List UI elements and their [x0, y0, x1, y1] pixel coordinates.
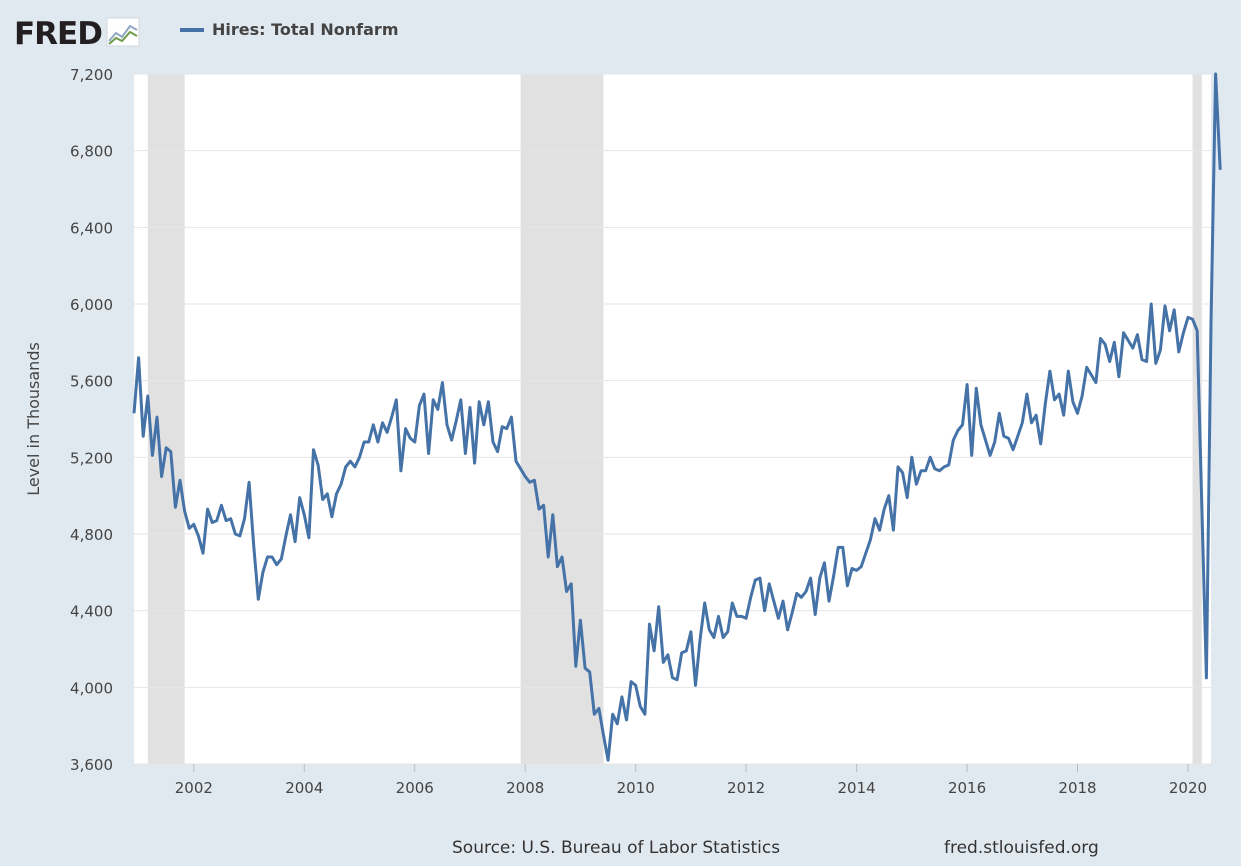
- y-tick-label: 5,200: [70, 449, 113, 467]
- y-tick-label: 6,800: [70, 143, 113, 161]
- x-tick-label: 2010: [617, 779, 655, 797]
- site-link[interactable]: fred.stlouisfed.org: [944, 838, 1099, 858]
- x-tick-label: 2014: [838, 779, 876, 797]
- x-tick-label: 2016: [948, 779, 986, 797]
- y-axis-label: Level in Thousands: [24, 342, 43, 496]
- x-tick-label: 2008: [506, 779, 544, 797]
- legend-series-label: Hires: Total Nonfarm: [212, 20, 399, 39]
- y-tick-label: 4,000: [70, 679, 113, 697]
- legend-swatch: [180, 27, 204, 32]
- recession-band-1: [147, 74, 185, 764]
- fred-chart-icon: [106, 17, 140, 51]
- y-tick-label: 4,400: [70, 603, 113, 621]
- recession-band-2: [520, 74, 604, 764]
- fred-logo-text: FRED: [14, 15, 103, 52]
- plot-area: [134, 74, 1211, 764]
- x-tick-label: 2012: [727, 779, 765, 797]
- x-tick-label: 2018: [1058, 779, 1096, 797]
- recession-band-3: [1192, 74, 1202, 764]
- y-tick-label: 4,800: [70, 526, 113, 544]
- y-tick-label: 3,600: [70, 756, 113, 774]
- y-tick-label: 6,000: [70, 296, 113, 314]
- series-line-hires: [132, 72, 1222, 762]
- x-tick-label: 2020: [1169, 779, 1207, 797]
- fred-logo[interactable]: FRED: [14, 14, 140, 54]
- source-note: Source: U.S. Bureau of Labor Statistics: [452, 838, 781, 858]
- x-tick-label: 2002: [175, 779, 213, 797]
- y-tick-label: 7,200: [70, 66, 113, 84]
- x-tick-label: 2004: [285, 779, 323, 797]
- y-tick-label: 5,600: [70, 373, 113, 391]
- y-tick-label: 6,400: [70, 219, 113, 237]
- chart-legend: Hires: Total Nonfarm: [180, 20, 398, 39]
- x-tick-label: 2006: [396, 779, 434, 797]
